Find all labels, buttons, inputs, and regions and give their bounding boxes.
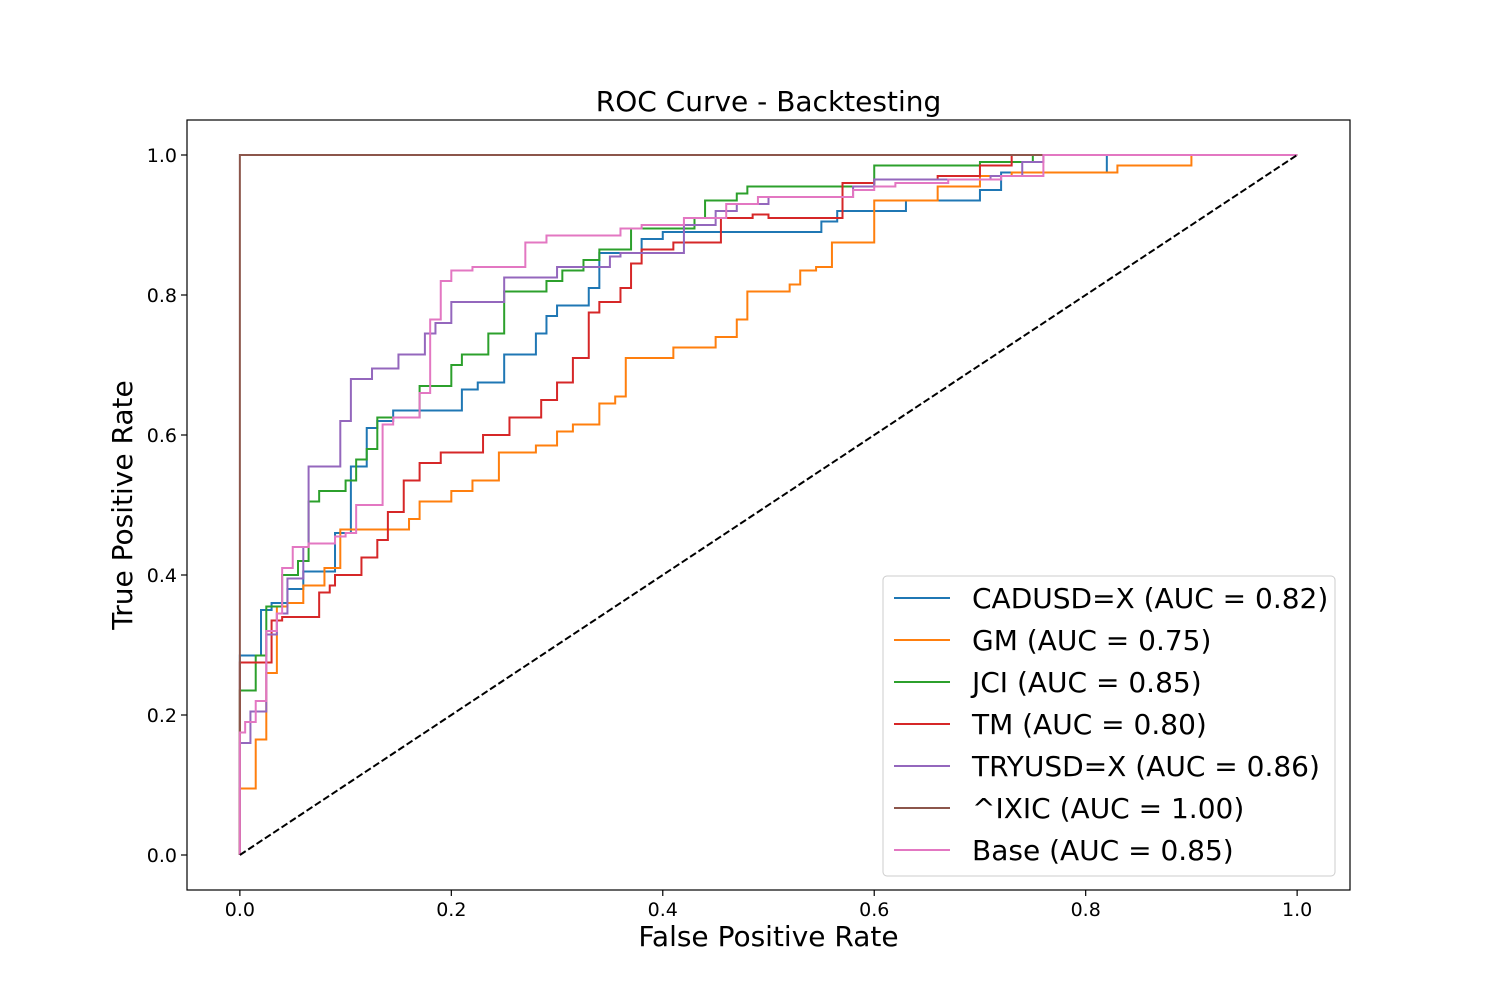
- legend-label-3: TM (AUC = 0.80): [971, 708, 1207, 741]
- y-tick-label: 0.6: [147, 425, 177, 447]
- legend-label-6: Base (AUC = 0.85): [972, 834, 1234, 867]
- diagonal-reference-line: [239, 154, 1298, 856]
- x-axis: 0.0 0.2 0.4 0.6 0.8 1.0: [225, 890, 1312, 921]
- y-tick-label: 0.2: [147, 705, 177, 727]
- y-tick-label: 1.0: [147, 145, 177, 167]
- legend: CADUSD=X (AUC = 0.82) GM (AUC = 0.75) JCI …: [882, 575, 1336, 877]
- series-line-4: [238, 154, 1298, 855]
- plot-area: [186, 119, 1351, 891]
- series-line-1: [238, 154, 1298, 855]
- legend-label-4: TRYUSD=X (AUC = 0.86): [971, 750, 1320, 783]
- y-axis-label: True Positive Rate: [106, 380, 139, 630]
- chart-title: ROC Curve - Backtesting: [596, 85, 942, 118]
- legend-frame: [882, 575, 1336, 877]
- y-axis: 0.0 0.2 0.4 0.6 0.8 1.0: [147, 145, 187, 867]
- x-tick-label: 0.8: [1071, 899, 1101, 921]
- y-tick-label: 0.8: [147, 285, 177, 307]
- x-tick-label: 0.4: [648, 899, 678, 921]
- x-axis-label: False Positive Rate: [638, 920, 898, 953]
- x-tick-label: 0.2: [436, 899, 466, 921]
- legend-label-5: ^IXIC (AUC = 1.00): [972, 792, 1244, 825]
- series-layer: [238, 154, 1298, 856]
- legend-label-2: JCI (AUC = 0.85): [970, 666, 1202, 699]
- legend-label-1: GM (AUC = 0.75): [972, 624, 1211, 657]
- series-line-6: [238, 154, 1298, 855]
- plot-frame: [186, 119, 1351, 891]
- legend-label-0: CADUSD=X (AUC = 0.82): [972, 582, 1328, 615]
- x-tick-label: 1.0: [1282, 899, 1312, 921]
- y-tick-label: 0.0: [147, 845, 177, 867]
- x-tick-label: 0.0: [225, 899, 255, 921]
- x-tick-label: 0.6: [859, 899, 889, 921]
- series-line-5: [238, 154, 1298, 855]
- y-tick-label: 0.4: [147, 565, 177, 587]
- series-line-3: [238, 154, 1298, 855]
